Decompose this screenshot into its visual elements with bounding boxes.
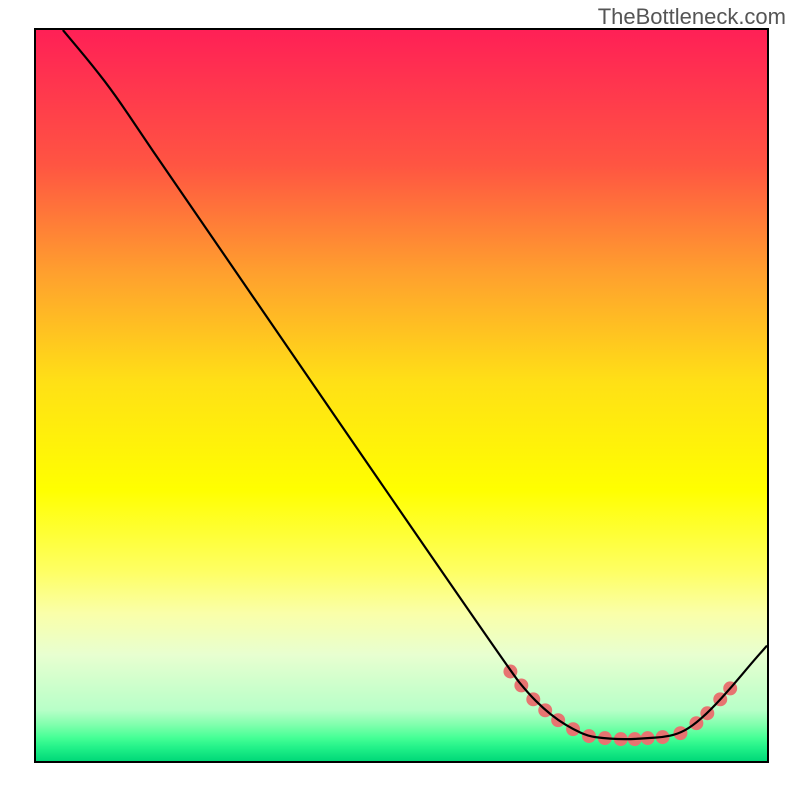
markers-group	[503, 665, 737, 747]
bottleneck-curve	[63, 30, 767, 739]
watermark-text: TheBottleneck.com	[598, 4, 786, 30]
plot-area	[34, 28, 769, 763]
line-overlay	[36, 30, 767, 761]
chart-container: TheBottleneck.com	[0, 0, 800, 800]
